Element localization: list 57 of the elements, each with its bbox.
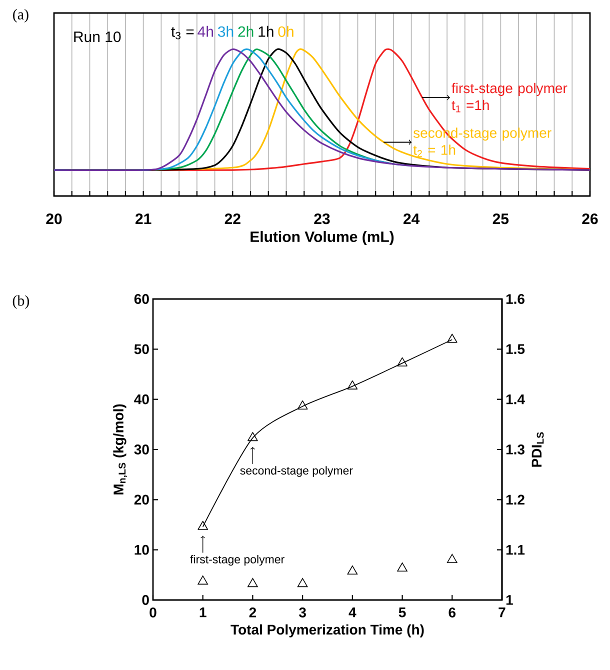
series-label: 4h	[198, 26, 214, 37]
x-tick-label: 5	[398, 608, 406, 618]
point	[446, 554, 458, 564]
point	[297, 400, 308, 410]
point	[248, 432, 258, 442]
x-tick-label: 20	[46, 214, 62, 224]
point	[248, 578, 258, 588]
y-tick-label: 30	[134, 444, 149, 454]
point	[198, 520, 208, 530]
x-tick-label: 6	[448, 608, 456, 618]
y-tick-label: 20	[134, 494, 149, 505]
y2-tick-label: 1.3	[506, 444, 524, 454]
x-tick-label: 0	[150, 608, 156, 618]
series-label: 2h	[238, 26, 254, 37]
annotation: first-stage polymer	[190, 554, 284, 566]
point	[347, 566, 358, 575]
x-tick-label: 25	[492, 214, 509, 224]
y2-tick-label: 1.2	[506, 494, 524, 505]
point	[297, 578, 308, 588]
y-axis-title: M$_{n,LS}$ (kg/mol)	[113, 404, 128, 494]
annotation: second-stage polymer	[240, 466, 353, 477]
x-tick-label: 22	[224, 214, 240, 224]
y2-tick-label: 1.5	[506, 344, 525, 354]
y-tick-label: 0	[142, 595, 149, 605]
y2-axis-title: PDI$_{LS}$	[532, 432, 544, 467]
y-tick-label: 50	[134, 344, 149, 354]
x-tick-label: 3	[298, 608, 306, 618]
x-tick-label: 7	[498, 608, 506, 618]
y2-tick-label: 1.1	[506, 545, 525, 555]
point	[347, 380, 358, 390]
y-tick-label: 10	[134, 544, 149, 555]
annotation: first-stage polymer t$_{1}$ =1h	[452, 82, 568, 112]
x-tick-label: 4	[348, 608, 356, 618]
series-label: 3h	[218, 26, 234, 37]
x-axis-title: Elution Volume (mL)	[250, 231, 394, 246]
y2-tick-label: 1.6	[506, 294, 524, 304]
y-tick-label: 60	[134, 294, 149, 304]
y-tick-label: 40	[134, 394, 149, 404]
legend-title: t$_{3}$ =	[171, 27, 194, 40]
series-label: 1h	[258, 26, 274, 37]
y2-tick-label: 1.4	[506, 394, 525, 404]
text: (b)	[12, 295, 30, 309]
point	[397, 357, 408, 366]
x-tick-label: 2	[249, 608, 256, 618]
point	[446, 334, 458, 343]
x-axis-title: Total Polymerization Time (h)	[230, 624, 424, 638]
point	[198, 576, 208, 585]
text: (a)	[13, 8, 28, 23]
x-tick-label: 24	[404, 214, 420, 224]
x-tick-label: 26	[582, 214, 598, 224]
point	[397, 562, 408, 572]
series-label: 0h	[278, 26, 294, 37]
y2-tick-label: 1	[506, 595, 513, 605]
x-tick-label: 1	[200, 608, 206, 618]
x-tick-label: 23	[314, 214, 330, 224]
text: Run 10	[74, 31, 121, 42]
x-tick-label: 21	[136, 214, 152, 224]
